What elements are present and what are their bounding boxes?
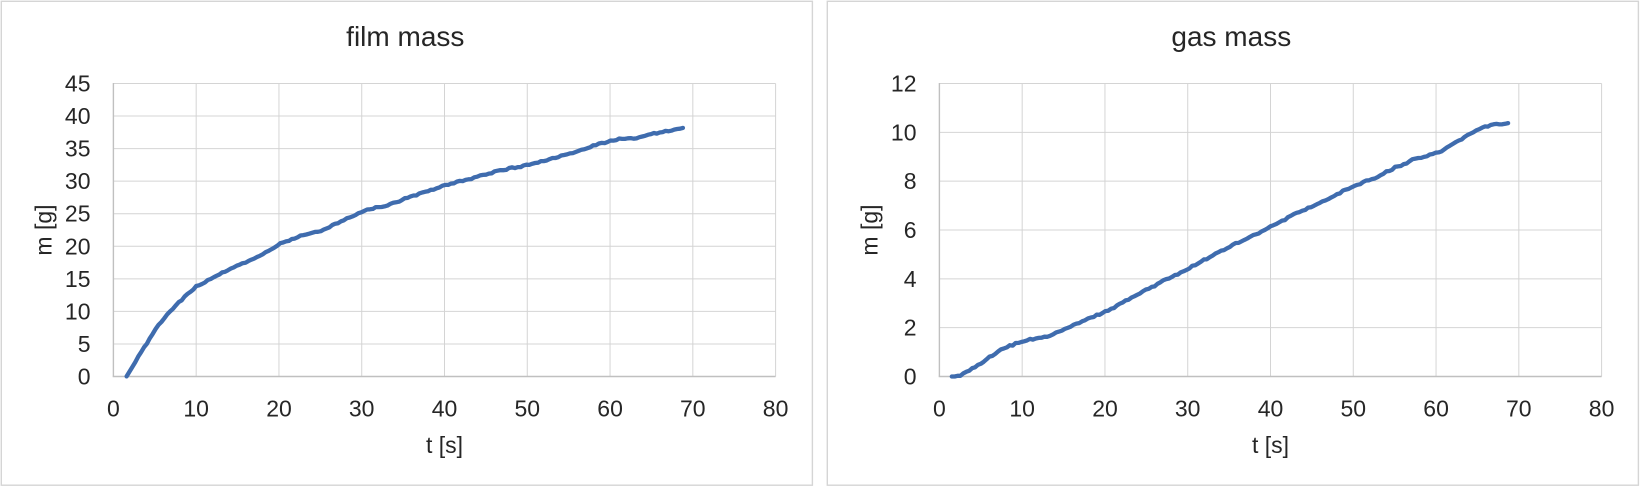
svg-text:40: 40 (65, 103, 91, 129)
svg-text:4: 4 (904, 266, 917, 292)
svg-text:10: 10 (891, 119, 917, 145)
svg-text:8: 8 (904, 168, 917, 194)
svg-text:80: 80 (763, 396, 789, 422)
svg-text:45: 45 (65, 71, 91, 97)
svg-text:m [g]: m [g] (857, 204, 883, 255)
svg-text:25: 25 (65, 201, 91, 227)
svg-text:10: 10 (65, 298, 91, 324)
svg-text:t [s]: t [s] (1252, 432, 1289, 458)
svg-text:40: 40 (1258, 396, 1284, 422)
svg-text:20: 20 (266, 396, 292, 422)
svg-text:0: 0 (107, 396, 120, 422)
svg-text:80: 80 (1589, 396, 1615, 422)
svg-text:6: 6 (904, 217, 917, 243)
svg-text:10: 10 (183, 396, 209, 422)
svg-text:film mass: film mass (346, 21, 464, 52)
svg-text:70: 70 (1506, 396, 1532, 422)
svg-text:40: 40 (432, 396, 458, 422)
svg-text:2: 2 (904, 315, 917, 341)
svg-text:0: 0 (904, 364, 917, 390)
svg-text:0: 0 (933, 396, 946, 422)
svg-text:30: 30 (1175, 396, 1201, 422)
svg-text:60: 60 (597, 396, 623, 422)
svg-text:30: 30 (349, 396, 375, 422)
svg-text:10: 10 (1009, 396, 1035, 422)
svg-text:m [g]: m [g] (31, 204, 57, 255)
svg-text:35: 35 (65, 136, 91, 162)
svg-text:30: 30 (65, 168, 91, 194)
svg-text:60: 60 (1423, 396, 1449, 422)
svg-text:50: 50 (1341, 396, 1367, 422)
svg-text:5: 5 (78, 331, 91, 357)
svg-text:20: 20 (1092, 396, 1118, 422)
svg-text:t [s]: t [s] (426, 432, 463, 458)
svg-text:12: 12 (891, 71, 917, 97)
svg-text:70: 70 (680, 396, 706, 422)
svg-text:0: 0 (78, 364, 91, 390)
svg-text:15: 15 (65, 266, 91, 292)
svg-text:gas mass: gas mass (1171, 21, 1291, 52)
svg-text:20: 20 (65, 233, 91, 259)
svg-text:50: 50 (515, 396, 541, 422)
